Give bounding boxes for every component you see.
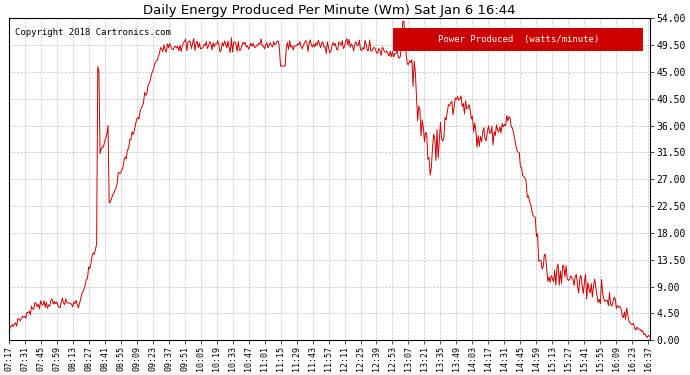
Text: Copyright 2018 Cartronics.com: Copyright 2018 Cartronics.com bbox=[15, 28, 171, 37]
Title: Daily Energy Produced Per Minute (Wm) Sat Jan 6 16:44: Daily Energy Produced Per Minute (Wm) Sa… bbox=[143, 4, 515, 17]
